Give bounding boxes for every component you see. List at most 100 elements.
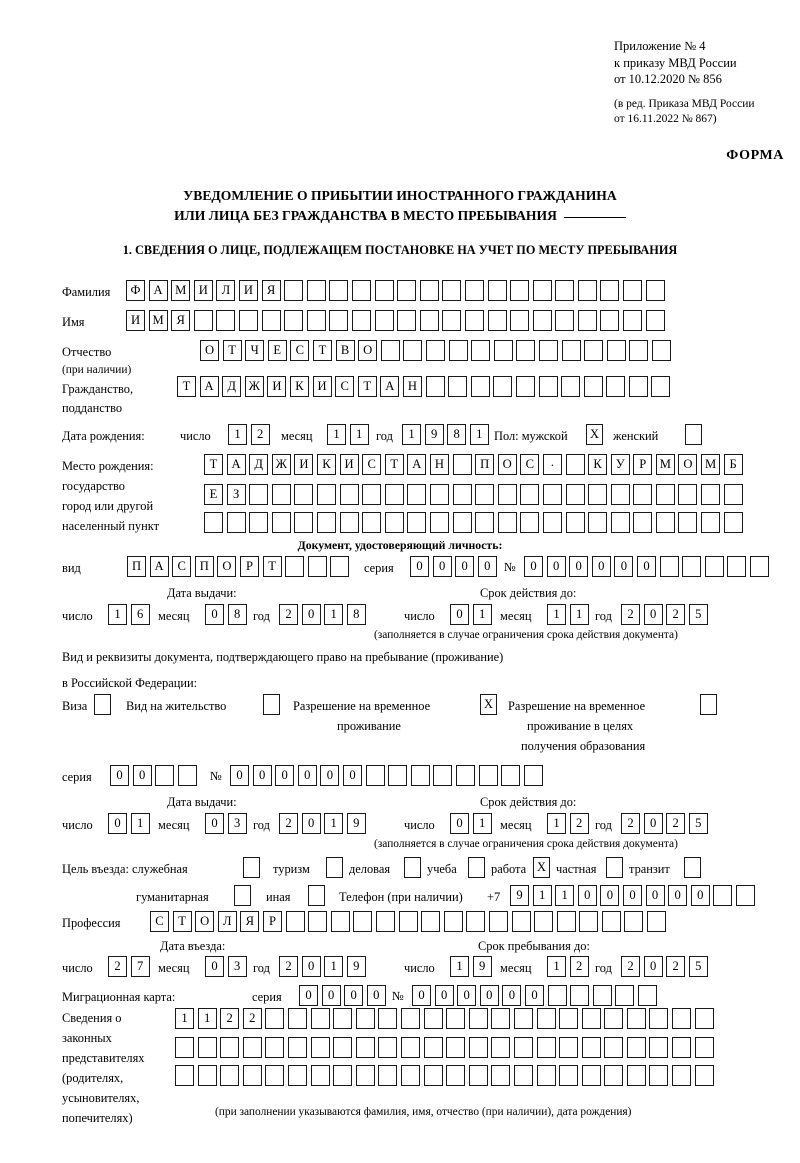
cell[interactable] (600, 280, 620, 301)
cell[interactable] (423, 1037, 443, 1058)
cell[interactable]: Я (171, 310, 191, 331)
cell[interactable]: 0 (690, 885, 710, 906)
cell[interactable]: 0 (600, 885, 620, 906)
cell[interactable]: 1 (547, 604, 566, 625)
cell[interactable] (197, 1065, 217, 1086)
cell[interactable] (378, 1037, 398, 1058)
cell[interactable]: 5 (688, 956, 708, 977)
cell[interactable] (329, 310, 349, 331)
cell[interactable]: И (193, 280, 213, 301)
cell[interactable]: С (290, 340, 310, 361)
cell[interactable] (600, 310, 620, 331)
cell[interactable]: О (678, 454, 698, 475)
cell[interactable]: К (316, 454, 336, 475)
cell[interactable] (577, 280, 597, 301)
cell[interactable] (581, 1008, 601, 1029)
cell[interactable] (407, 512, 427, 533)
cell[interactable] (678, 484, 698, 505)
cell[interactable]: 0 (366, 985, 386, 1006)
cell[interactable]: Ф (126, 280, 145, 301)
cell[interactable]: 0 (205, 604, 224, 625)
cell[interactable]: 0 (645, 885, 665, 906)
cell[interactable] (177, 765, 197, 786)
cell[interactable]: 0 (477, 556, 497, 577)
cell[interactable]: Д (222, 376, 242, 397)
cell[interactable]: 0 (301, 604, 321, 625)
cell[interactable]: 3 (227, 813, 247, 834)
cell[interactable]: 2 (108, 956, 127, 977)
cell[interactable] (651, 376, 671, 397)
cell[interactable] (330, 911, 350, 932)
cell[interactable]: 0 (432, 556, 452, 577)
cell[interactable] (493, 340, 513, 361)
cell[interactable] (579, 911, 599, 932)
cell[interactable]: 5 (688, 813, 708, 834)
cell[interactable] (592, 985, 612, 1006)
cell[interactable] (588, 484, 608, 505)
cell[interactable] (308, 911, 328, 932)
cell[interactable] (538, 376, 558, 397)
cell[interactable] (510, 310, 530, 331)
cell[interactable]: 0 (577, 885, 597, 906)
cell[interactable] (649, 1065, 669, 1086)
cell[interactable]: 0 (301, 813, 321, 834)
cell[interactable]: 0 (110, 765, 129, 786)
cell[interactable]: 9 (424, 424, 444, 445)
cell[interactable] (649, 1037, 669, 1058)
cell[interactable] (491, 1037, 511, 1058)
cell[interactable]: М (171, 280, 191, 301)
cell[interactable]: 1 (547, 813, 566, 834)
cell[interactable] (287, 1008, 307, 1029)
cell[interactable] (407, 484, 427, 505)
cell[interactable]: 0 (569, 556, 589, 577)
cell[interactable]: 0 (455, 556, 475, 577)
cell[interactable] (510, 280, 530, 301)
cell[interactable] (294, 512, 314, 533)
cell[interactable] (584, 340, 604, 361)
cell[interactable]: 2 (242, 1008, 262, 1029)
cell[interactable] (520, 484, 540, 505)
cell[interactable]: 1 (130, 813, 150, 834)
cell[interactable] (555, 280, 575, 301)
cell[interactable]: 9 (510, 885, 529, 906)
cell[interactable] (442, 280, 462, 301)
cell[interactable] (375, 911, 395, 932)
cell[interactable]: 0 (275, 765, 295, 786)
cell[interactable] (261, 310, 281, 331)
cell[interactable] (330, 556, 350, 577)
cell[interactable] (306, 280, 326, 301)
cell[interactable]: 0 (252, 765, 272, 786)
cell[interactable]: 2 (279, 604, 298, 625)
cell[interactable] (400, 1008, 420, 1029)
cell[interactable]: 0 (230, 765, 249, 786)
cell[interactable] (513, 1065, 533, 1086)
checkbox-purpose-humanitarian[interactable] (234, 885, 251, 906)
cell[interactable]: 1 (450, 956, 469, 977)
cell[interactable] (175, 1037, 194, 1058)
cell[interactable]: Т (222, 340, 242, 361)
cell[interactable] (355, 1008, 375, 1029)
cell[interactable]: 9 (472, 956, 492, 977)
cell[interactable]: 1 (532, 885, 552, 906)
cell[interactable]: А (199, 376, 219, 397)
cell[interactable] (339, 512, 359, 533)
cell[interactable] (601, 911, 621, 932)
cell[interactable]: 0 (205, 813, 224, 834)
cell[interactable] (374, 310, 394, 331)
cell[interactable]: 2 (666, 604, 686, 625)
birthplace-city-boxes-row2[interactable] (204, 512, 743, 533)
cell[interactable] (626, 1037, 646, 1058)
cell[interactable] (588, 512, 608, 533)
